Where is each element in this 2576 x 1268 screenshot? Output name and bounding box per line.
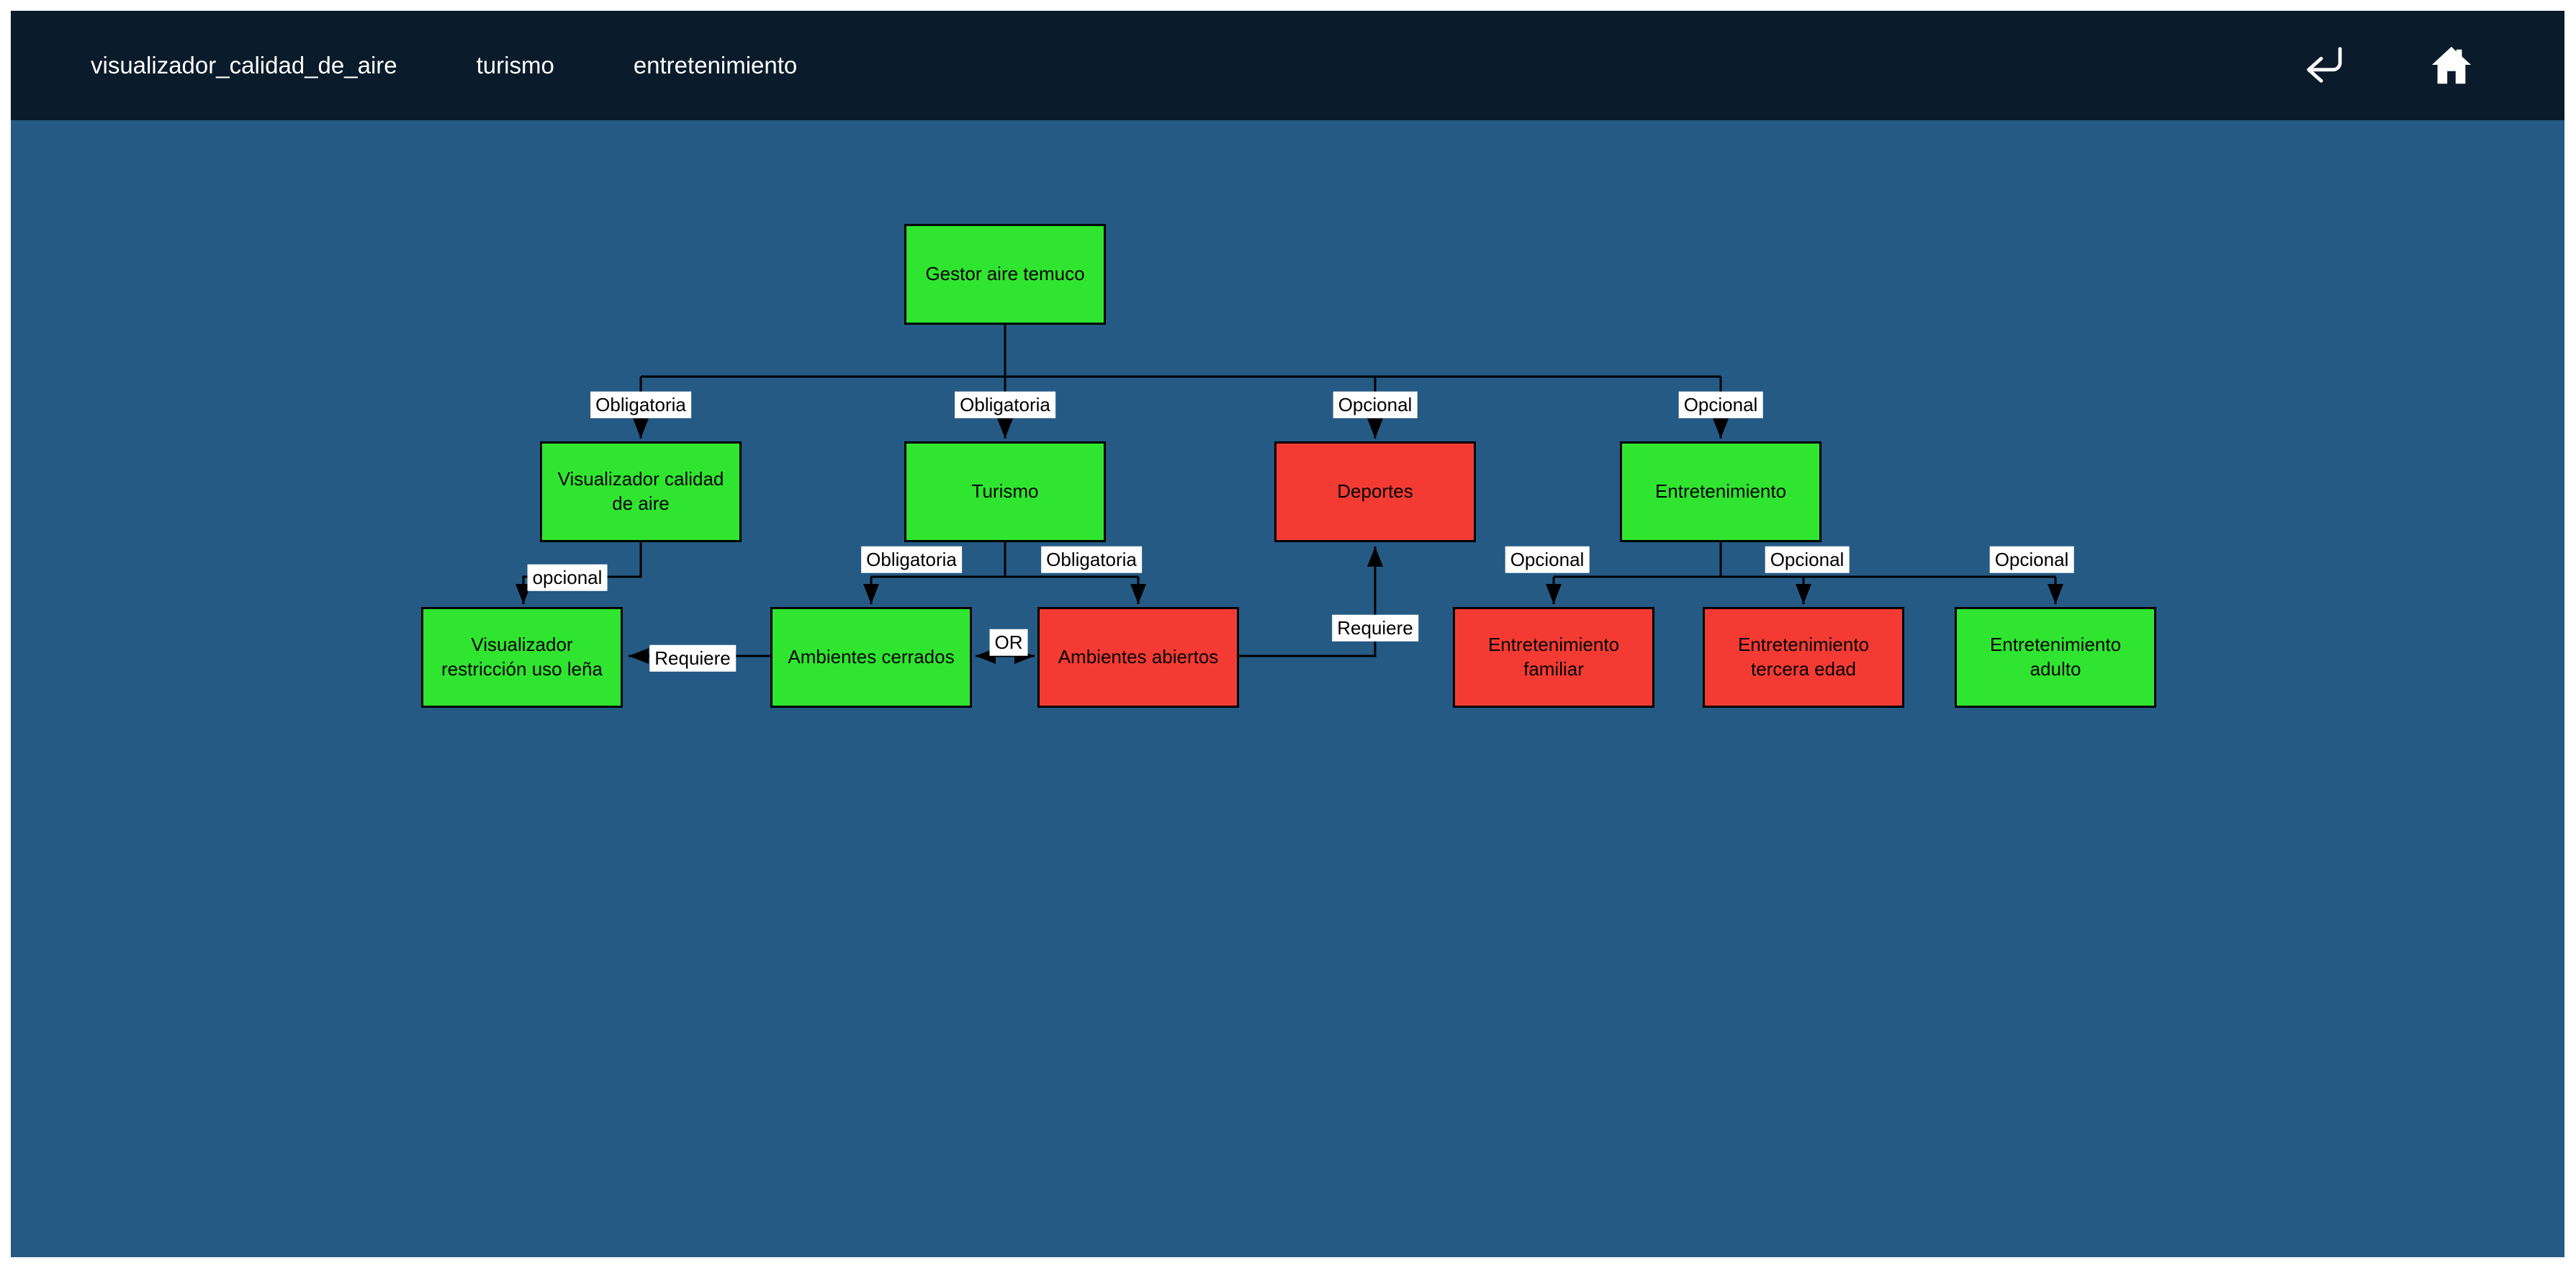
header: visualizador_calidad_de_aire turismo entre… [11,11,2564,120]
node-visualizador-restriccion-uso-lena[interactable]: Visualizador restricción uso leña [421,607,623,708]
tab-turismo[interactable]: turismo [476,52,554,78]
node-label: Ambientes abiertos [1058,646,1219,668]
edge-requiere-abiertos-a-deportes [1239,547,1377,657]
tab-entretenimiento[interactable]: entretenimiento [633,52,798,78]
edge-label-opcional: Opcional [1678,391,1763,418]
edge-label-requiere: Requiere [649,644,736,672]
node-turismo[interactable]: Turismo [904,441,1106,542]
edge-label-opcional: Opcional [1989,546,2074,573]
edge-label-or: OR [989,629,1028,656]
node-label: Entretenimiento [1654,480,1787,503]
home-icon[interactable] [2426,43,2477,88]
node-label: Entretenimiento tercera edad [1737,634,1870,680]
node-ambientes-abiertos[interactable]: Ambientes abiertos [1037,607,1239,708]
node-ambientes-cerrados[interactable]: Ambientes cerrados [770,607,972,708]
edge-label-opcional: Opcional [1505,546,1590,573]
node-entretenimiento[interactable]: Entretenimiento [1620,441,1821,542]
edge-label-opcional: Opcional [1333,391,1418,418]
node-label: Ambientes cerrados [788,646,955,668]
edge-label-opcional: opcional [527,564,608,591]
edge-label-requiere: Requiere [1332,614,1418,642]
edge-label-obligatoria: Obligatoria [590,391,691,418]
node-entretenimiento-familiar[interactable]: Entretenimiento familiar [1453,607,1654,708]
node-entretenimiento-adulto[interactable]: Entretenimiento adulto [1955,607,2156,708]
return-icon[interactable] [2298,43,2348,88]
node-label: Visualizador calidad de aire [557,468,724,514]
node-label: Deportes [1337,480,1413,503]
edge-label-obligatoria: Obligatoria [861,546,962,573]
header-icons [2298,43,2564,88]
node-entretenimiento-tercera-edad[interactable]: Entretenimiento tercera edad [1703,607,1904,708]
node-label: Turismo [971,480,1039,503]
edge-label-obligatoria: Obligatoria [955,391,1055,418]
node-visualizador-calidad-de-aire[interactable]: Visualizador calidad de aire [540,441,742,542]
node-label: Visualizador restricción uso leña [441,634,603,680]
node-gestor-aire-temuco[interactable]: Gestor aire temuco [904,224,1106,325]
tab-bar: visualizador_calidad_de_aire turismo entre… [11,52,797,79]
tab-visualizador-calidad-de-aire[interactable]: visualizador_calidad_de_aire [91,52,397,78]
node-label: Entretenimiento familiar [1487,634,1620,680]
edge-label-opcional: Opcional [1765,546,1850,573]
node-deportes[interactable]: Deportes [1274,441,1476,542]
node-label: Entretenimiento adulto [1989,634,2122,680]
node-label: Gestor aire temuco [925,263,1085,285]
edge-label-obligatoria: Obligatoria [1041,546,1142,573]
